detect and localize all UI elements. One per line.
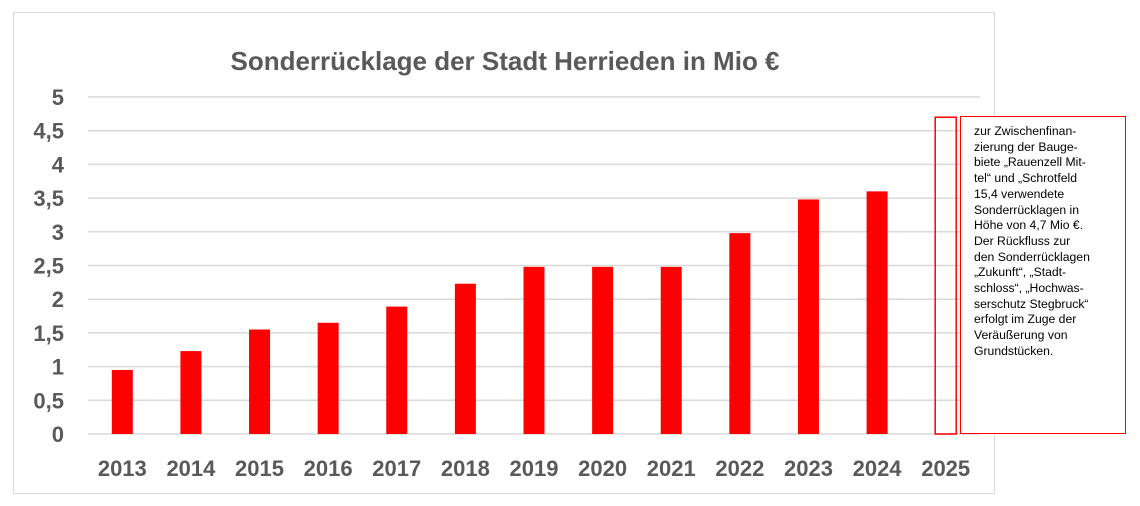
y-axis-ticks: 0 0,5 1 1,5 2 2,5 3 3,5 4 4,5 5 bbox=[33, 85, 64, 447]
bar-2018 bbox=[454, 283, 476, 434]
annotation-line: biete „Rauenzell Mit- bbox=[974, 155, 1086, 170]
annotation-line: Der Rückfluss zur bbox=[974, 233, 1071, 248]
y-tick-label: 3,5 bbox=[33, 186, 64, 211]
bar-2017 bbox=[386, 306, 408, 434]
annotation-line: Höhe von 4,7 Mio €. bbox=[974, 218, 1084, 233]
x-tick-label: 2018 bbox=[441, 456, 490, 481]
annotation-line: Grundstücken. bbox=[974, 343, 1054, 358]
chart-frame: Sonderrücklage der Stadt Herrieden in Mi… bbox=[13, 12, 995, 494]
x-tick-label: 2013 bbox=[98, 456, 147, 481]
x-tick-label: 2020 bbox=[578, 456, 627, 481]
bar-2019 bbox=[523, 266, 545, 434]
y-tick-label: 3 bbox=[52, 220, 64, 245]
annotation-box: zur Zwischenfinan-zierung der Bauge-biet… bbox=[960, 116, 1126, 434]
bar-2014 bbox=[180, 351, 202, 434]
x-tick-label: 2016 bbox=[304, 456, 353, 481]
y-tick-label: 1 bbox=[52, 355, 64, 380]
bar-2024 bbox=[866, 191, 888, 434]
bars bbox=[111, 116, 957, 435]
y-tick-label: 4,5 bbox=[33, 119, 64, 144]
annotation-line: schloss“, „Hochwas- bbox=[974, 281, 1084, 296]
y-tick-label: 0,5 bbox=[33, 388, 64, 413]
x-tick-label: 2022 bbox=[715, 456, 764, 481]
y-tick-label: 2,5 bbox=[33, 254, 64, 279]
x-tick-label: 2019 bbox=[510, 456, 559, 481]
x-tick-label: 2021 bbox=[647, 456, 696, 481]
annotation-line: serschutz Stegbruck“ bbox=[974, 296, 1089, 311]
annotation-line: zierung der Bauge- bbox=[974, 139, 1078, 154]
bar-chart: Sonderrücklage der Stadt Herrieden in Mi… bbox=[33, 46, 980, 481]
y-tick-label: 4 bbox=[52, 152, 65, 177]
annotation-line: „Zukunft“, „Stadt- bbox=[974, 265, 1067, 280]
y-tick-label: 2 bbox=[52, 287, 64, 312]
annotation-line: tel“ und „Schrotfeld bbox=[974, 171, 1077, 186]
annotation-line: den Sonderrücklagen bbox=[974, 249, 1090, 264]
chart-title: Sonderrücklage der Stadt Herrieden in Mi… bbox=[230, 46, 779, 76]
y-tick-label: 5 bbox=[52, 85, 64, 110]
annotation-line: zur Zwischenfinan- bbox=[974, 124, 1077, 138]
bar-2015 bbox=[249, 329, 271, 434]
x-tick-label: 2014 bbox=[166, 456, 216, 481]
bar-2016 bbox=[317, 322, 339, 434]
x-axis-ticks: 2013 2014 2015 2016 2017 2018 2019 2020 2021 2022… bbox=[98, 456, 970, 481]
annotation-line: erfolgt im Zuge der bbox=[974, 312, 1077, 327]
bar-2013 bbox=[111, 369, 133, 434]
bar-2025 bbox=[934, 116, 957, 435]
bar-2020 bbox=[592, 266, 614, 434]
annotation-line: Sonderrücklagen in bbox=[974, 202, 1080, 217]
x-tick-label: 2023 bbox=[784, 456, 833, 481]
bar-2023 bbox=[797, 199, 819, 434]
y-tick-label: 1,5 bbox=[33, 321, 64, 346]
y-tick-label: 0 bbox=[52, 422, 64, 447]
annotation-line: Veräußerung von bbox=[974, 328, 1068, 343]
x-tick-label: 2025 bbox=[921, 456, 970, 481]
bar-2022 bbox=[729, 233, 751, 434]
x-tick-label: 2015 bbox=[235, 456, 284, 481]
x-tick-label: 2017 bbox=[372, 456, 421, 481]
bar-2021 bbox=[660, 266, 682, 434]
x-tick-label: 2024 bbox=[853, 456, 903, 481]
annotation-line: 15,4 verwendete bbox=[974, 186, 1065, 201]
